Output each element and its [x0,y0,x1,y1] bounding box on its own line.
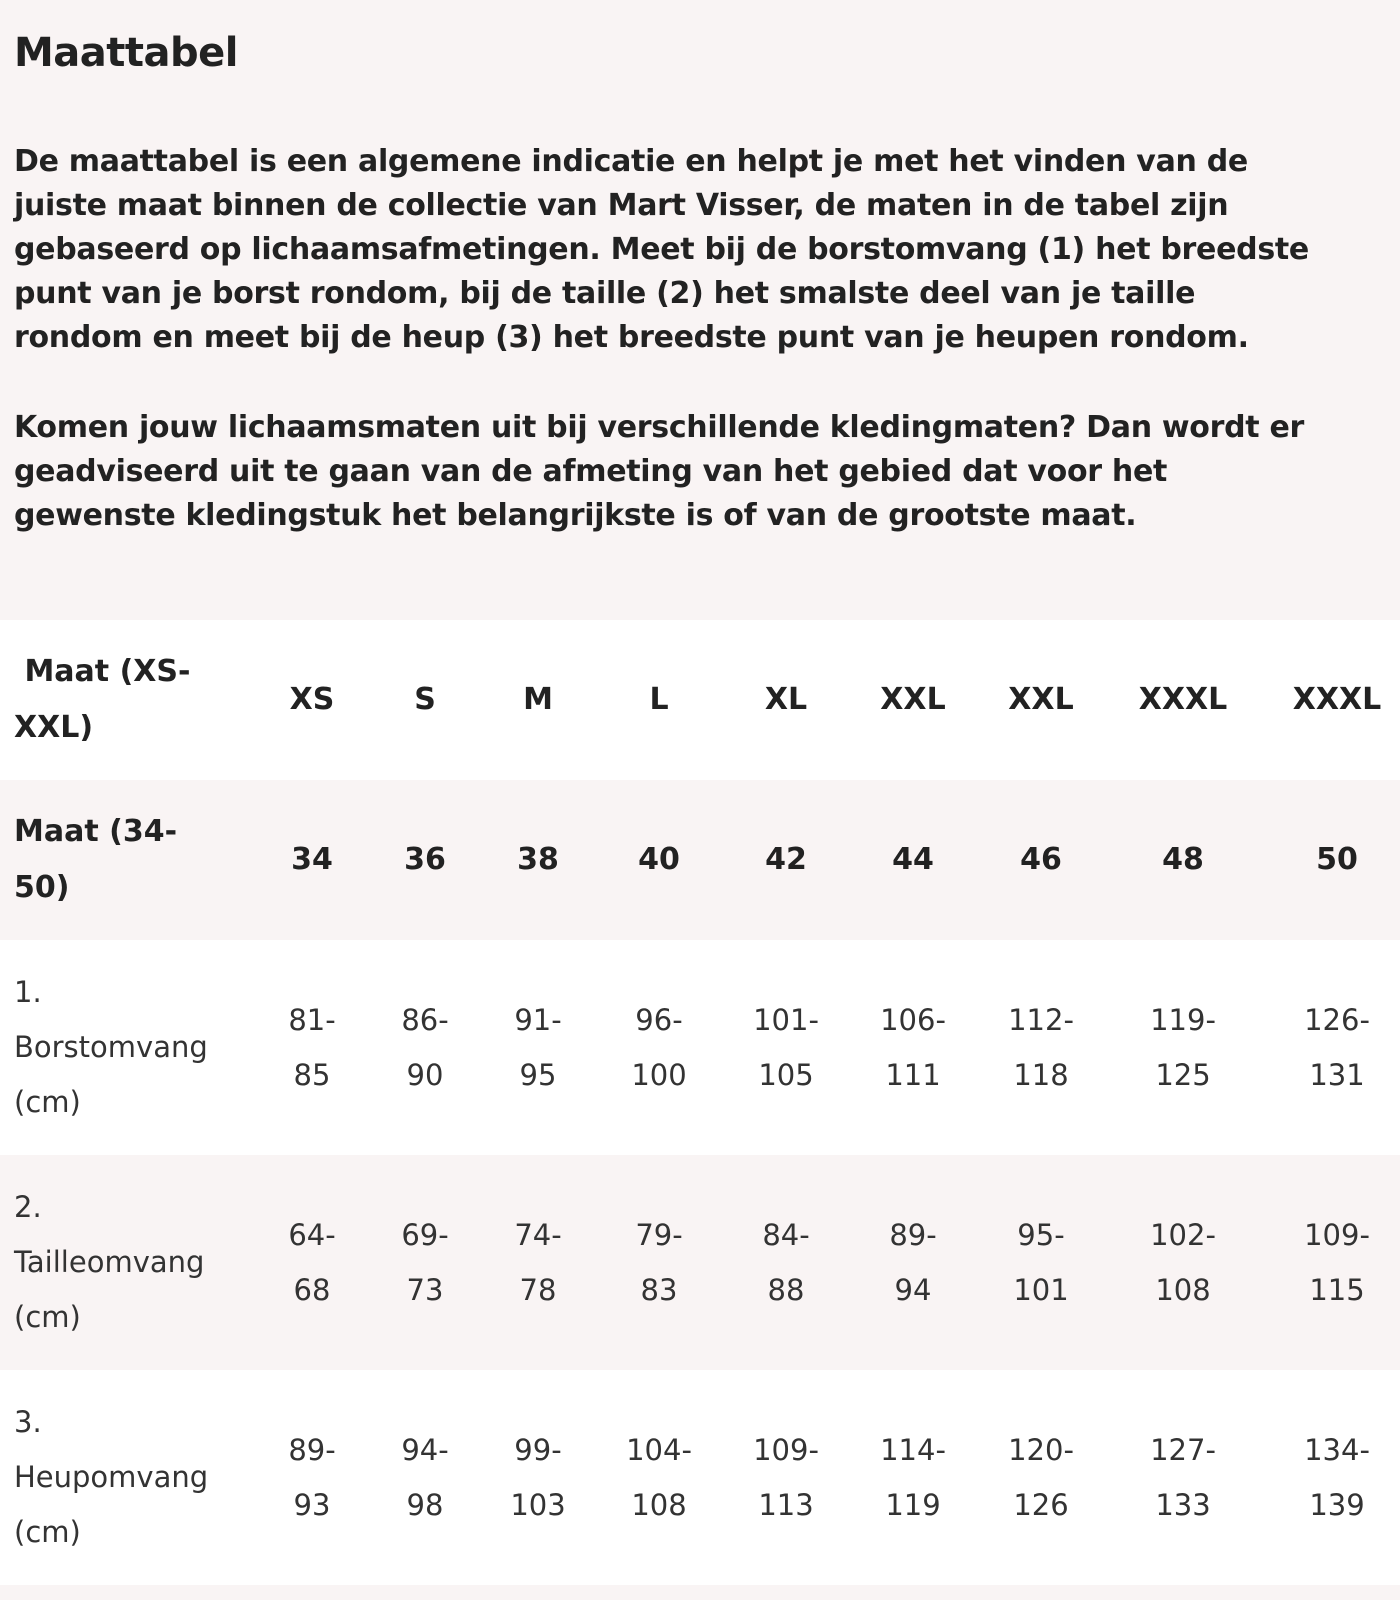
table-cell: XXL [1008,682,1074,717]
row-label-line: Tailleomvang [14,1245,205,1279]
row-label-line: Borstomvang [14,1030,208,1064]
table-cell: 38 [517,842,559,877]
row-label-line: Heupomvang [14,1460,209,1494]
row-label-line: XXL) [14,710,94,745]
intro-paragraph: De maattabel is een algemene indicatie e… [14,140,1309,360]
table-cell: XXL [880,682,946,717]
table-row: 3. Heupomvang (cm) 89- 93 94- 98 99- 103 104- 108 1… [0,1370,1400,1585]
text-line: geadviseerd uit te gaan van de afmeting … [14,454,1168,489]
text-line: rondom en meet bij de heup (3) het breed… [14,320,1249,355]
row-label-line: 50) [14,870,70,905]
table-cell: 91- 95 [514,1002,562,1092]
text-line: De maattabel is een algemene indicatie e… [14,144,1248,179]
table-row: Maat (XS- XXL) XS S M L XL XXL XXL XXXL XXXL [0,620,1400,780]
table-cell: 109- 115 [1304,1217,1370,1307]
table-cell: 114- 119 [880,1432,946,1522]
table-cell: XXXL [1138,682,1228,717]
table-cell: 101- 105 [753,1002,819,1092]
row-label: 1. Borstomvang (cm) [14,940,208,1155]
table-cell: 104- 108 [626,1432,692,1522]
row-label: Maat (XS- XXL) [14,620,190,780]
table-cell: L [649,682,669,717]
table-cell: 127- 133 [1150,1432,1216,1522]
row-label: 2. Tailleomvang (cm) [14,1155,204,1370]
advice-paragraph: Komen jouw lichaamsmaten uit bij verschi… [14,406,1304,538]
table-cell: 86- 90 [401,1002,449,1092]
table-cell: 102- 108 [1150,1217,1216,1307]
table-cell: 84- 88 [762,1217,810,1307]
table-cell: 89- 93 [288,1432,336,1522]
row-label-line: 3. [14,1405,42,1439]
text-line: punt van je borst rondom, bij de taille … [14,276,1196,311]
table-cell: 126- 131 [1304,1002,1370,1092]
table-cell: 74- 78 [514,1217,562,1307]
table-cell: 44 [892,842,934,877]
text-line: gewenste kledingstuk het belangrijkste i… [14,498,1137,533]
text-line: Komen jouw lichaamsmaten uit bij verschi… [14,410,1305,445]
table-cell: XXXL [1292,682,1382,717]
table-cell: XS [289,682,335,717]
table-cell: 94- 98 [401,1432,449,1522]
table-cell: 36 [404,842,446,877]
table-cell: 134- 139 [1304,1432,1370,1522]
table-cell: 120- 126 [1008,1432,1074,1522]
table-cell: 109- 113 [753,1432,819,1522]
page-title: Maattabel [14,30,239,76]
row-label: Maat (34- 50) [14,780,177,940]
table-cell: 50 [1316,842,1358,877]
row-label-line: Maat (XS- [14,654,191,689]
row-label-line: (cm) [14,1085,81,1119]
table-cell: S [414,682,436,717]
table-row: Maat (34- 50) 34 36 38 40 42 44 46 48 50 [0,780,1400,940]
text-line: juiste maat binnen de collectie van Mart… [14,188,1229,223]
table-cell: 64- 68 [288,1217,336,1307]
row-label-line: (cm) [14,1515,81,1549]
table-cell: 46 [1020,842,1062,877]
table-bottom-strip [0,1585,1400,1600]
table-cell: 69- 73 [401,1217,449,1307]
row-label-line: (cm) [14,1300,81,1334]
table-cell: 96- 100 [631,1002,687,1092]
table-cell: 89- 94 [889,1217,937,1307]
row-label: 3. Heupomvang (cm) [14,1370,208,1585]
table-cell: 119- 125 [1150,1002,1216,1092]
table-row: 1. Borstomvang (cm) 81- 85 86- 90 91- 95 96- 100 10… [0,940,1400,1155]
table-cell: 40 [638,842,680,877]
row-label-line: 2. [14,1190,42,1224]
table-cell: 112- 118 [1008,1002,1074,1092]
table-cell: 34 [291,842,333,877]
table-cell: 99- 103 [510,1432,566,1522]
table-row: 2. Tailleomvang (cm) 64- 68 69- 73 74- 78 79- 83 84… [0,1155,1400,1370]
table-cell: 48 [1162,842,1204,877]
table-cell: 42 [765,842,807,877]
table-cell: 95- 101 [1013,1217,1069,1307]
table-cell: 81- 85 [288,1002,336,1092]
row-label-line: 1. [14,975,42,1009]
table-cell: 106- 111 [880,1002,946,1092]
table-cell: XL [764,682,808,717]
table-cell: M [523,682,553,717]
row-label-line: Maat (34- [14,814,178,849]
text-line: gebaseerd op lichaamsafmetingen. Meet bi… [14,232,1309,267]
table-cell: 79- 83 [635,1217,683,1307]
